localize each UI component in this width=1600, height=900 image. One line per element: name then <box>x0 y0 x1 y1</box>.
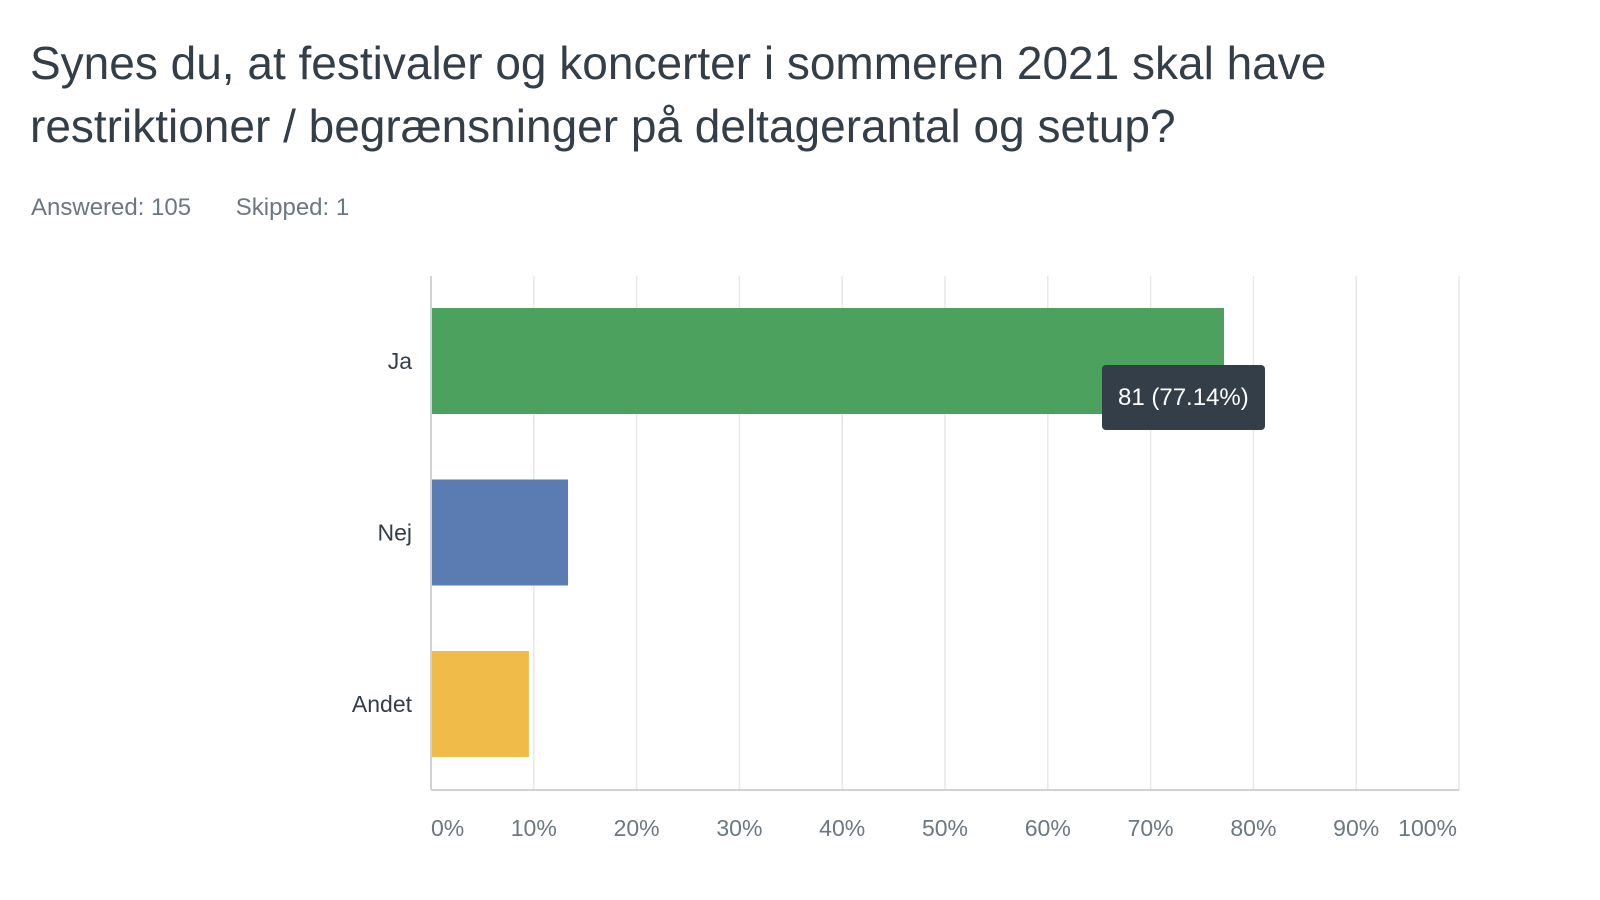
bar-nej <box>432 479 569 586</box>
x-tick-label: 0% <box>431 815 464 841</box>
category-label: Andet <box>352 691 413 717</box>
bar-ja <box>432 308 1224 414</box>
x-tick-label: 50% <box>922 815 968 841</box>
x-tick-label: 10% <box>511 815 557 841</box>
x-tick-label: 40% <box>819 815 865 841</box>
skipped-count: Skipped: 1 <box>235 194 350 221</box>
x-tick-label: 30% <box>716 815 762 841</box>
category-label: Nej <box>377 520 412 546</box>
x-tick-label: 70% <box>1128 815 1174 841</box>
x-tick-label: 100% <box>1398 815 1457 841</box>
x-tick-label: 90% <box>1333 815 1379 841</box>
question-title: Synes du, at festivaler og koncerter i s… <box>30 37 1327 152</box>
answered-count: Answered: 105 <box>31 194 192 221</box>
x-tick-label: 20% <box>614 815 660 841</box>
category-label: Ja <box>388 348 413 374</box>
x-tick-label: 60% <box>1025 815 1071 841</box>
bar-andet <box>432 651 529 757</box>
response-stats: Answered: 105 Skipped: 1 <box>31 194 387 222</box>
x-tick-label: 80% <box>1230 815 1276 841</box>
bar-tooltip: 81 (77.14%) <box>1101 365 1265 430</box>
